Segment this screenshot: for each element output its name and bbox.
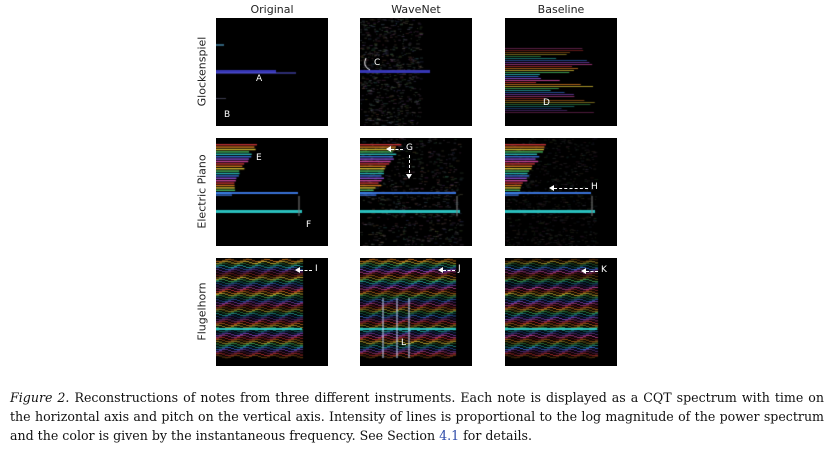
marker-k: K <box>601 265 607 275</box>
spectrum-canvas <box>216 18 328 126</box>
spectrogram-figure: Original WaveNet Baseline Glockenspiel E… <box>195 3 617 366</box>
column-label-original: Original <box>250 3 294 16</box>
arrowhead-i <box>295 267 300 273</box>
spectrum-canvas <box>505 258 617 366</box>
marker-h: H <box>591 182 598 192</box>
marker-c: C <box>374 58 381 68</box>
panel-electric-piano-baseline: H <box>505 138 617 246</box>
panel-glockenspiel-wavenet: C <box>360 18 472 126</box>
marker-b: B <box>224 110 231 120</box>
marker-i: I <box>315 264 318 274</box>
column-label-baseline: Baseline <box>537 3 585 16</box>
caption-text: Reconstructions of notes from three diff… <box>10 390 825 443</box>
marker-j: J <box>458 264 461 274</box>
figure-label: Figure 2. <box>10 390 70 405</box>
panel-flugelhorn-wavenet: J L <box>360 258 472 366</box>
panel-glockenspiel-original: A B <box>216 18 328 126</box>
marker-a: A <box>256 74 263 84</box>
spectrum-canvas <box>360 258 472 366</box>
marker-g: G <box>406 143 413 153</box>
arrow-g <box>391 149 403 150</box>
marker-d: D <box>543 98 550 108</box>
arrowhead-g-down <box>406 174 412 179</box>
row-label-glockenspiel: Glockenspiel <box>195 36 209 107</box>
panel-electric-piano-original: E F <box>216 138 328 246</box>
arrowhead-j <box>438 267 443 273</box>
spectrum-canvas <box>505 18 617 126</box>
marker-f: F <box>306 220 312 230</box>
spectrum-canvas <box>505 138 617 246</box>
section-link[interactable]: 4.1 <box>439 428 460 443</box>
arrow-g-vertical <box>409 155 410 173</box>
marker-e: E <box>256 153 262 163</box>
panel-flugelhorn-original: I <box>216 258 328 366</box>
spectrum-canvas <box>360 18 472 126</box>
arrow-j <box>443 270 455 271</box>
arrow-i <box>300 270 312 271</box>
spectrum-canvas <box>360 138 472 246</box>
marker-l: L <box>401 338 407 348</box>
arrow-h <box>554 188 588 189</box>
arrow-k <box>586 271 598 272</box>
arrowhead-k <box>581 268 586 274</box>
caption-text-end: for details. <box>459 428 532 443</box>
row-label-flugelhorn: Flugelhorn <box>195 282 209 341</box>
spectrum-canvas <box>216 138 328 246</box>
column-label-wavenet: WaveNet <box>391 3 441 16</box>
spectrum-canvas <box>216 258 328 366</box>
panel-flugelhorn-baseline: K <box>505 258 617 366</box>
figure-caption: Figure 2. Reconstructions of notes from … <box>10 388 824 445</box>
panel-electric-piano-wavenet: G <box>360 138 472 246</box>
panel-glockenspiel-baseline: D <box>505 18 617 126</box>
arrowhead-g <box>386 146 391 152</box>
row-label-electric-piano: Electric Piano <box>195 154 209 229</box>
arrowhead-h <box>549 185 554 191</box>
